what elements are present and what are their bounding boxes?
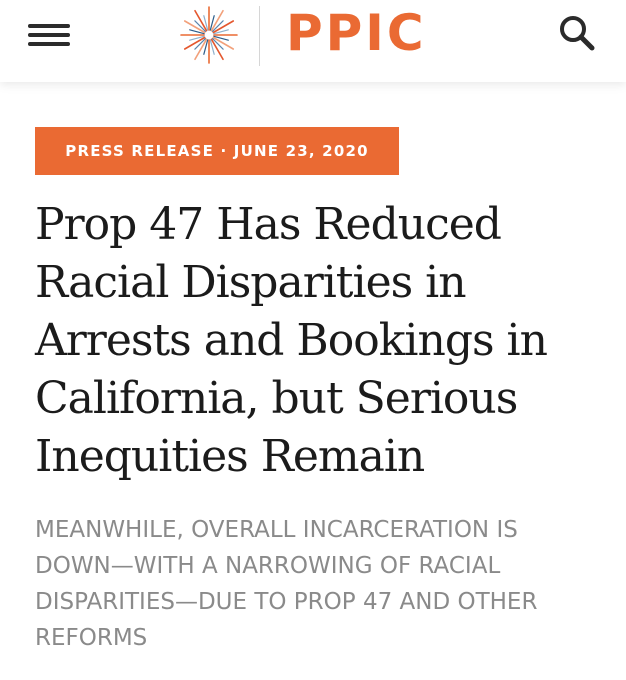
starburst-ray — [213, 35, 229, 41]
starburst-ray — [212, 36, 235, 50]
starburst-ray — [203, 39, 209, 55]
starburst-ray — [212, 20, 235, 34]
starburst-ray — [189, 35, 205, 41]
starburst-ray — [209, 39, 215, 55]
starburst-ray — [203, 15, 209, 31]
starburst-ray — [211, 37, 224, 50]
search-icon[interactable] — [556, 12, 598, 54]
starburst-ray — [211, 20, 224, 33]
starburst-ray — [209, 15, 215, 31]
starburst-ray — [183, 20, 206, 34]
starburst-ray — [189, 29, 205, 35]
starburst-ray — [213, 29, 229, 35]
starburst-ray — [194, 37, 207, 50]
starburst-ray — [194, 9, 208, 32]
starburst-ray — [210, 9, 224, 32]
starburst-ray — [183, 36, 206, 50]
starburst-ray — [194, 20, 207, 33]
article: PRESS RELEASE · JUNE 23, 2020 Prop 47 Ha… — [0, 82, 626, 680]
starburst-icon[interactable] — [178, 4, 240, 66]
starburst-ray — [194, 38, 208, 61]
hamburger-menu-icon[interactable] — [26, 20, 72, 50]
article-headline: Prop 47 Has Reduced Racial Disparities i… — [35, 199, 548, 482]
logo-divider — [259, 6, 260, 66]
article-subheadline: MEANWHILE, OVERALL INCARCERATION IS DOWN… — [35, 517, 538, 651]
site-logo[interactable]: PPIC — [286, 4, 427, 62]
starburst-ray — [210, 38, 224, 61]
press-release-tag[interactable]: PRESS RELEASE · JUNE 23, 2020 — [35, 127, 399, 175]
site-header: PPIC — [0, 0, 626, 82]
